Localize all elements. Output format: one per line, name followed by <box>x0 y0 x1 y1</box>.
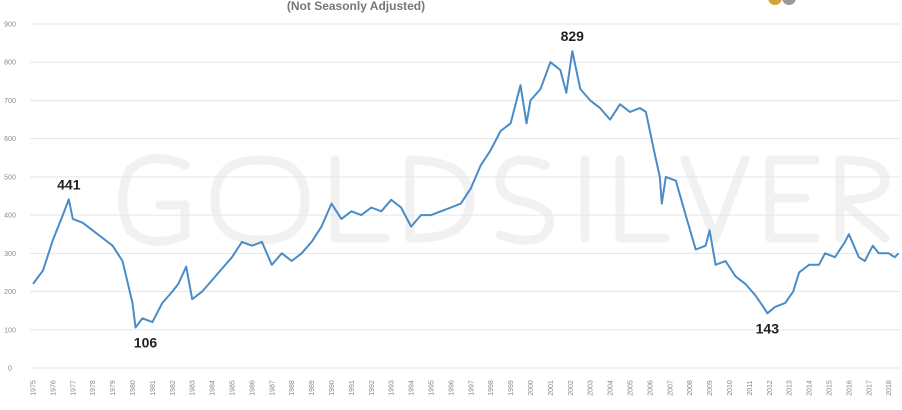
y-tick-label: 100 <box>4 327 16 334</box>
series-line <box>32 50 900 329</box>
x-tick-label: 1984 <box>210 380 217 396</box>
x-tick-label: 1991 <box>349 380 356 396</box>
x-tick-label: 1978 <box>90 380 97 396</box>
x-tick-label: 1999 <box>508 380 515 396</box>
data-label: 829 <box>561 28 585 44</box>
x-tick-label: 2012 <box>767 380 774 396</box>
x-tick-label: 1990 <box>329 380 336 396</box>
x-tick-label: 2007 <box>667 380 674 396</box>
x-tick-label: 1995 <box>429 380 436 396</box>
x-tick-label: 1998 <box>488 380 495 396</box>
y-tick-label: 300 <box>4 251 16 258</box>
logo-icon <box>768 0 796 5</box>
x-tick-label: 2010 <box>727 380 734 396</box>
chart-subtitle: (Not Seasonly Adjusted) <box>287 0 425 13</box>
x-tick-label: 1993 <box>389 380 396 396</box>
x-tick-label: 2015 <box>827 380 834 396</box>
x-tick-label: 2004 <box>608 380 615 396</box>
y-axis: 0 100 200 300 400 500 600 700 800 900 <box>4 22 16 373</box>
x-tick-label: 1983 <box>190 380 197 396</box>
y-tick-label: 700 <box>4 98 16 105</box>
x-tick-label: 1975 <box>31 380 38 396</box>
y-tick-label: 900 <box>4 22 16 29</box>
x-tick-label: 1981 <box>150 380 157 396</box>
x-tick-label: 2017 <box>866 380 873 396</box>
x-tick-label: 2005 <box>628 380 635 396</box>
x-tick-label: 1980 <box>130 380 137 396</box>
y-tick-label: 600 <box>4 136 16 143</box>
x-tick-label: 2003 <box>588 380 595 396</box>
x-tick-label: 1976 <box>50 380 57 396</box>
x-tick-label: 1987 <box>269 380 276 396</box>
x-tick-label: 2002 <box>568 380 575 396</box>
x-axis: 1975 1976 1977 1978 1979 1980 1981 1982 1983 1984… <box>31 380 894 396</box>
x-tick-label: 1997 <box>468 380 475 396</box>
x-tick-label: 2006 <box>647 380 654 396</box>
x-tick-label: 2009 <box>707 380 714 396</box>
x-tick-label: 2000 <box>528 380 535 396</box>
data-label: 106 <box>134 334 158 350</box>
x-tick-label: 1982 <box>170 380 177 396</box>
y-tick-label: 200 <box>4 289 16 296</box>
annotations: 441 106 829 143 <box>57 28 779 350</box>
x-tick-label: 2013 <box>787 380 794 396</box>
x-tick-label: 2008 <box>687 380 694 396</box>
x-tick-label: 1988 <box>289 380 296 396</box>
x-tick-label: 1986 <box>249 380 256 396</box>
x-tick-label: 2001 <box>548 380 555 396</box>
x-tick-label: 1996 <box>448 380 455 396</box>
x-tick-label: 1985 <box>230 380 237 396</box>
x-tick-label: 2016 <box>846 380 853 396</box>
y-tick-label: 400 <box>4 213 16 220</box>
x-tick-label: 2011 <box>747 380 754 395</box>
y-tick-label: 0 <box>8 366 12 373</box>
x-tick-label: 1977 <box>70 380 77 396</box>
data-label: 143 <box>756 320 780 336</box>
x-tick-label: 1992 <box>369 380 376 396</box>
x-tick-label: 2014 <box>807 380 814 396</box>
x-tick-label: 2018 <box>886 380 893 396</box>
y-tick-label: 800 <box>4 60 16 67</box>
data-label: 441 <box>57 176 81 192</box>
x-tick-label: 1989 <box>309 380 316 396</box>
x-tick-label: 1979 <box>110 380 117 396</box>
watermark-logo <box>118 154 890 246</box>
x-tick-label: 1994 <box>409 380 416 396</box>
y-tick-label: 500 <box>4 174 16 181</box>
grid <box>30 23 900 369</box>
